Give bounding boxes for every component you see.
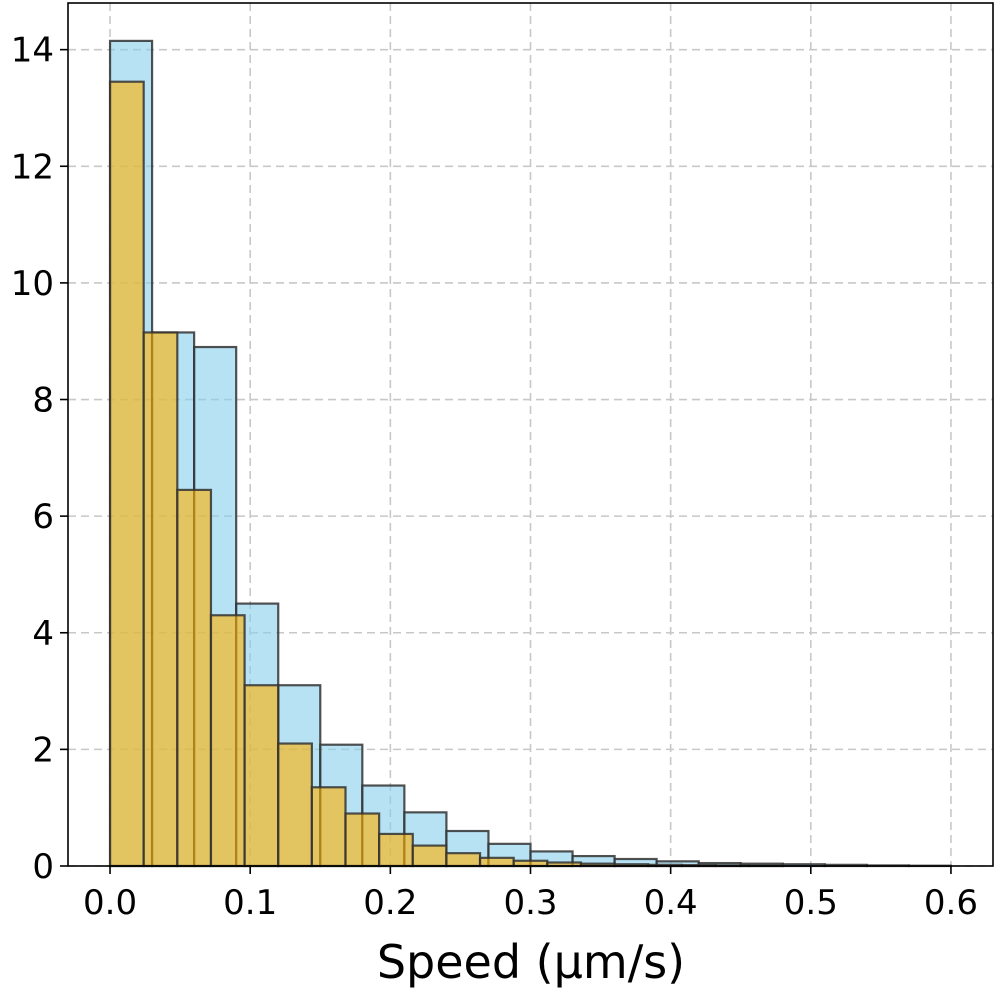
- histogram-bar-series-2: [344, 812, 381, 868]
- x-tick-label: 0.5: [784, 883, 838, 923]
- histogram-bar-series-2: [445, 852, 482, 868]
- histogram-bar-series-2: [108, 80, 145, 868]
- x-tick-label: 0.1: [223, 883, 277, 923]
- y-tick-label: 14: [11, 31, 54, 71]
- histogram-bar-series-2: [243, 684, 280, 868]
- histogram-bar-series-2: [209, 614, 246, 868]
- x-tick-label: 0.6: [924, 883, 978, 923]
- y-tick-label: 0: [32, 847, 54, 887]
- axes: [60, 2, 994, 874]
- y-tick-label: 4: [32, 614, 54, 654]
- x-tick-label: 0.4: [644, 883, 698, 923]
- histogram-bar-series-2: [142, 331, 179, 868]
- y-tick-label: 10: [11, 264, 54, 304]
- y-tick-label: 2: [32, 730, 54, 770]
- x-tick-label: 0.3: [503, 883, 557, 923]
- x-tick-label: 0.0: [83, 883, 137, 923]
- histogram-bar-series-2: [411, 844, 448, 868]
- histogram-bar-series-2: [176, 488, 213, 868]
- tick-labels: 0.0 0.1 0.2 0.3 0.4 0.5 0.6 0 2 4 6 8 10 12 14: [11, 31, 978, 923]
- histogram-bars: [108, 39, 953, 868]
- x-tick-label: 0.2: [363, 883, 417, 923]
- histogram-bar-series-2: [478, 856, 515, 868]
- grid: [68, 3, 993, 867]
- y-tick-label: 12: [11, 147, 54, 187]
- y-tick-label: 8: [32, 381, 54, 421]
- histogram-bar-series-2: [378, 832, 414, 868]
- y-tick-label: 6: [32, 497, 54, 537]
- histogram-bar-series-2: [277, 742, 313, 868]
- histogram-bar-series-2: [310, 786, 347, 868]
- x-axis-title: Speed (μm/s): [377, 935, 685, 989]
